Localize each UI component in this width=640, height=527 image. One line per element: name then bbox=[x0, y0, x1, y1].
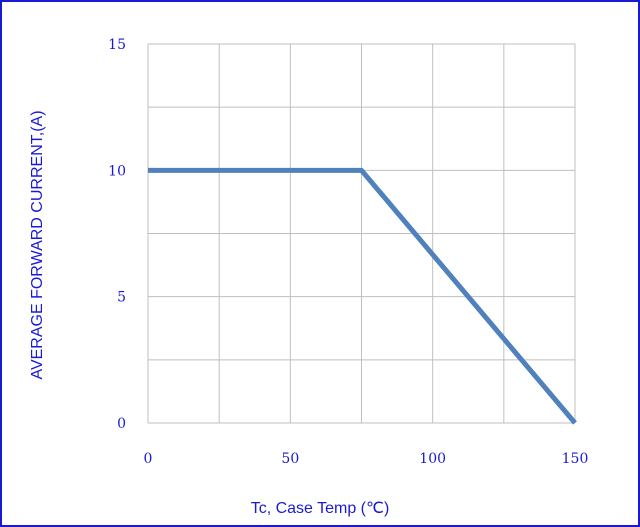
y-tick-label: 5 bbox=[117, 290, 126, 306]
y-axis-title: AVERAGE FORWARD CURRENT,(A) bbox=[29, 110, 46, 379]
x-tick-labels: 0 50 100 150 bbox=[144, 451, 589, 467]
x-tick-label: 150 bbox=[562, 451, 589, 467]
x-tick-label: 50 bbox=[281, 451, 299, 467]
x-tick-label: 0 bbox=[144, 451, 153, 467]
series-layer bbox=[148, 167, 577, 425]
series-line-0 bbox=[148, 167, 577, 425]
grid bbox=[147, 43, 576, 424]
y-tick-label: 10 bbox=[108, 163, 126, 179]
x-axis-title: Tc, Case Temp (℃) bbox=[251, 500, 390, 517]
y-tick-label: 0 bbox=[117, 416, 126, 432]
y-tick-labels: 0 5 10 15 bbox=[108, 37, 126, 432]
x-tick-label: 100 bbox=[419, 451, 446, 467]
y-tick-label: 15 bbox=[108, 37, 126, 53]
